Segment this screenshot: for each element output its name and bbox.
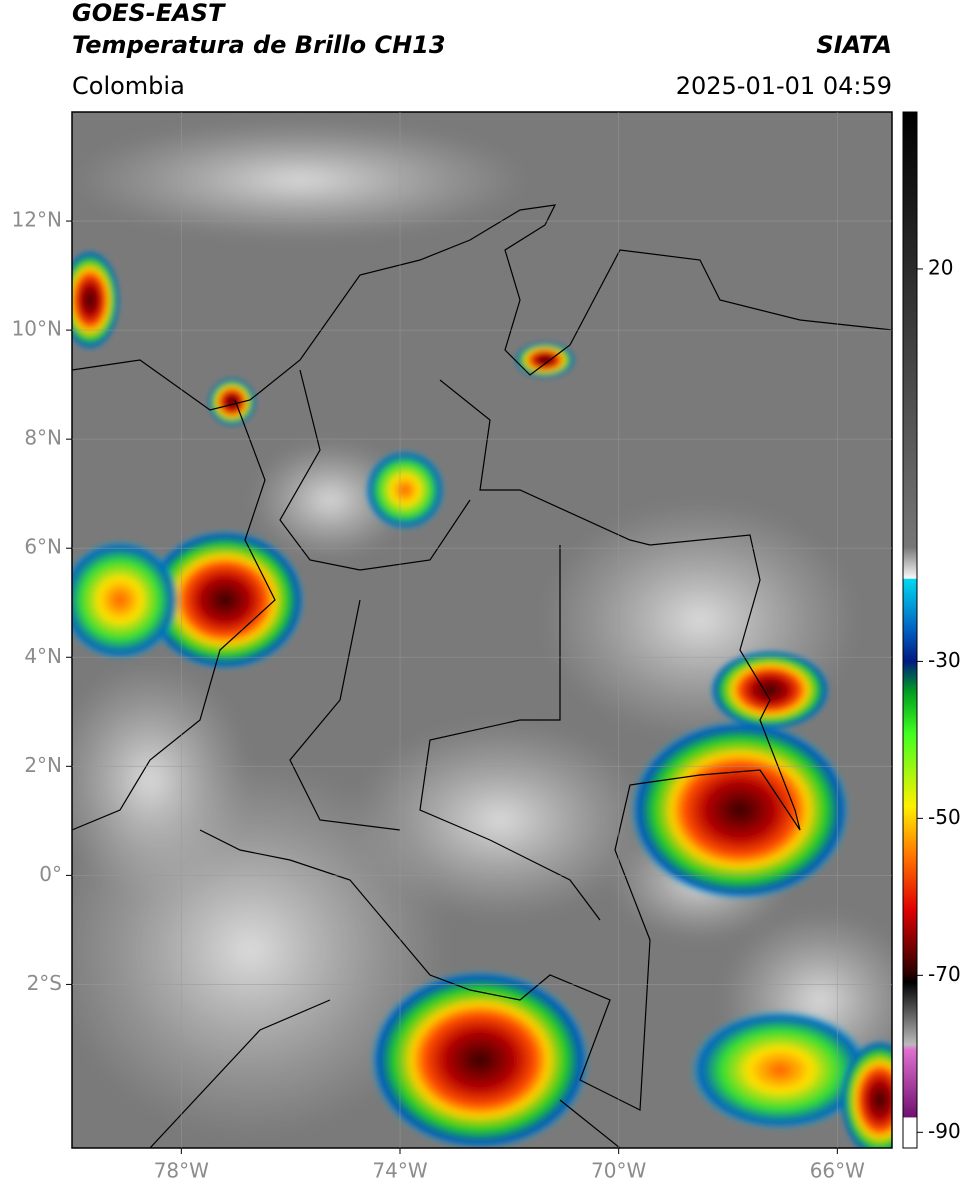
lat-tick-label: 8°N xyxy=(24,426,62,450)
lon-tick-label: 66°W xyxy=(810,1159,865,1183)
lon-tick-label: 78°W xyxy=(154,1159,209,1183)
satellite-image xyxy=(72,112,892,1148)
colorbar-tick-label: -50 xyxy=(928,805,961,829)
lon-tick-label: 70°W xyxy=(591,1159,646,1183)
lon-tick-label: 74°W xyxy=(372,1159,427,1183)
lat-tick-label: 12°N xyxy=(12,208,62,232)
lat-tick-label: 4°N xyxy=(24,644,62,668)
lat-tick-label: 10°N xyxy=(12,317,62,341)
colorbar xyxy=(902,111,918,1149)
colorbar-tick-label: -70 xyxy=(928,962,961,986)
lat-tick-label: 6°N xyxy=(24,535,62,559)
region-label: Colombia xyxy=(72,72,185,100)
source-label: SIATA xyxy=(816,31,892,59)
product-title: Temperatura de Brillo CH13 xyxy=(72,31,446,59)
lat-tick-label: 2°S xyxy=(27,971,62,995)
map-frame xyxy=(71,111,893,1149)
colorbar-tick-label: 20 xyxy=(928,255,953,279)
colorbar-tick-label: -30 xyxy=(928,648,961,672)
satellite-title: GOES-EAST xyxy=(72,0,226,27)
lat-tick-label: 2°N xyxy=(24,753,62,777)
colorbar-tick-label: -90 xyxy=(928,1119,961,1143)
lat-tick-label: 0° xyxy=(39,862,62,886)
datetime-label: 2025-01-01 04:59 xyxy=(676,72,892,100)
